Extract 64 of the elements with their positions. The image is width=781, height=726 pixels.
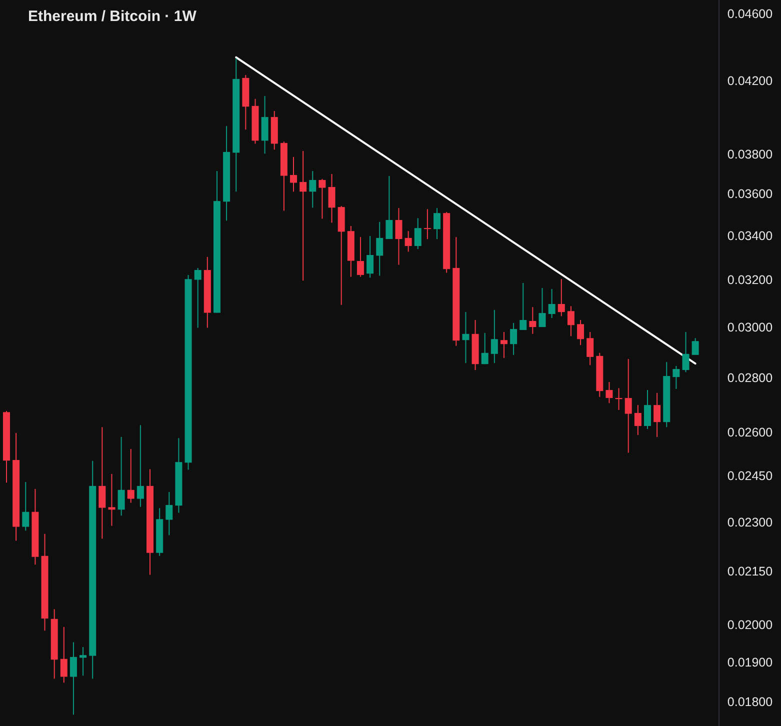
- candlestick: [118, 436, 125, 516]
- candlestick: [567, 306, 574, 337]
- candlestick: [194, 267, 202, 328]
- candlestick: [127, 448, 134, 504]
- y-tick-label: 0.03400: [727, 228, 773, 243]
- candlestick: [634, 404, 642, 436]
- candlestick: [108, 473, 116, 526]
- candlestick: [290, 156, 298, 192]
- candlestick: [386, 175, 393, 240]
- candlestick: [136, 424, 144, 508]
- candlestick: [98, 426, 106, 540]
- candlestick: [328, 174, 336, 224]
- candlestick: [318, 178, 326, 220]
- y-tick-label: 0.04600: [727, 7, 773, 22]
- y-tick-label: 0.03200: [727, 273, 773, 288]
- candlestick: [80, 646, 87, 676]
- candlestick: [481, 332, 488, 365]
- candlestick: [672, 365, 680, 390]
- candlestick: [500, 331, 508, 358]
- candlestick: [22, 482, 30, 532]
- candlestick: [424, 208, 431, 240]
- y-tick-label: 0.02800: [727, 371, 773, 386]
- candlestick: [615, 388, 622, 410]
- candlestick: [356, 236, 364, 278]
- candlestick: [366, 236, 374, 278]
- candlestick: [510, 322, 518, 356]
- candlestick: [300, 150, 307, 282]
- candlestick: [395, 208, 402, 266]
- y-tick-label: 0.02150: [727, 564, 773, 579]
- candlestick: [490, 309, 498, 364]
- y-tick-label: 0.03800: [727, 147, 773, 162]
- candlestick: [644, 389, 651, 430]
- candlestick: [404, 230, 412, 252]
- candlestick: [434, 208, 441, 240]
- y-tick-label: 0.02000: [727, 618, 773, 632]
- candlestick: [520, 282, 527, 330]
- candlestick: [558, 278, 565, 317]
- candlestick: [624, 358, 632, 454]
- candlestick: [606, 382, 613, 404]
- candlestick: [577, 320, 584, 346]
- y-tick-label: 0.03600: [727, 186, 773, 201]
- candlestick: [654, 392, 661, 438]
- y-tick-label: 0.02600: [727, 425, 773, 440]
- y-tick-label: 0.04200: [727, 74, 773, 88]
- candlestick: [60, 626, 68, 684]
- candlestick: [261, 96, 268, 154]
- candlestick: [682, 331, 690, 373]
- candlestick: [166, 492, 173, 536]
- y-tick-label: 0.01900: [727, 655, 773, 670]
- text: Ethereum / Bitcoin · 1W: [28, 8, 198, 25]
- candlestick: [586, 331, 594, 366]
- candlestick: [376, 221, 384, 276]
- candlestick: [414, 218, 422, 250]
- candlestick: [70, 642, 77, 716]
- y-tick-label: 0.02450: [727, 468, 773, 483]
- candlestick: [462, 312, 470, 364]
- candlestick: [692, 338, 699, 356]
- candlestick: [309, 170, 316, 208]
- candlestick: [529, 306, 536, 334]
- y-tick-label: 0.01800: [727, 694, 773, 709]
- candlestick: [548, 288, 556, 319]
- y-tick-label: 0.03000: [727, 320, 773, 335]
- y-tick-label: 0.02300: [727, 515, 773, 530]
- candlestick: [538, 288, 546, 328]
